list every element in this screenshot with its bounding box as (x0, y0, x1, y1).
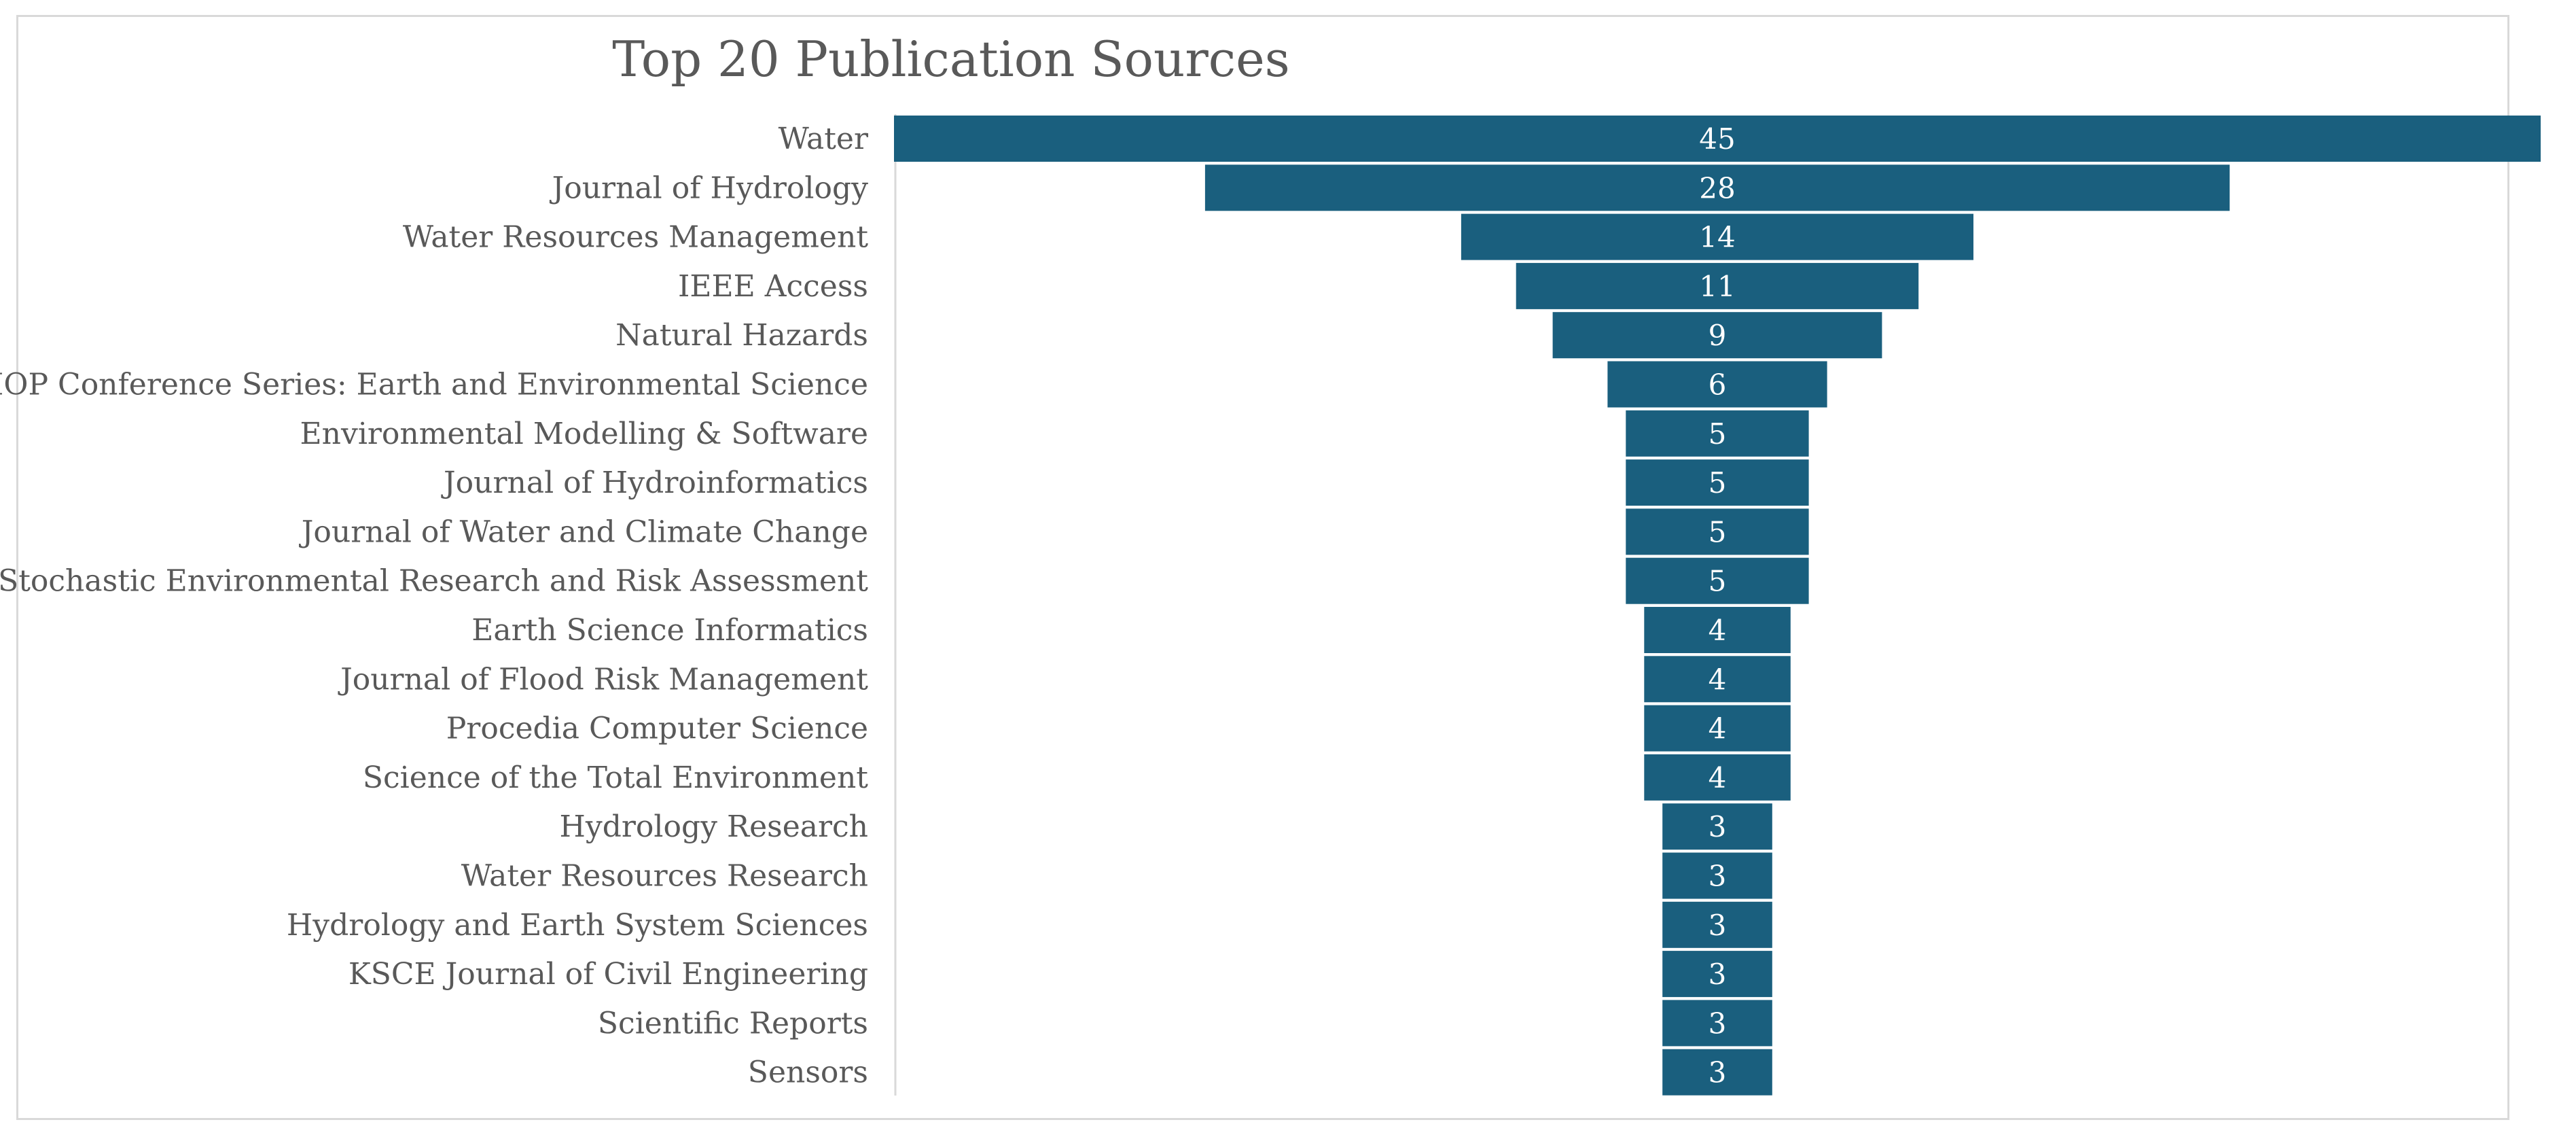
category-label-15: Hydrology Research (559, 809, 868, 844)
category-label-19: Scientific Reports (598, 1006, 868, 1040)
funnel-bar-12 (1644, 656, 1791, 703)
value-label-2: 28 (1699, 171, 1735, 205)
value-label-3: 14 (1699, 221, 1735, 254)
category-label-12: Journal of Flood Risk Management (338, 662, 868, 697)
funnel-bar-4 (1516, 262, 1919, 309)
funnel-bar-9 (1626, 508, 1809, 555)
funnel-bar-14 (1644, 754, 1791, 801)
value-label-10: 5 (1709, 565, 1727, 598)
funnel-bar-3 (1461, 213, 1973, 260)
category-label-11: Earth Science Informatics (471, 613, 868, 648)
funnel-bar-17 (1662, 901, 1772, 948)
funnel-bar-7 (1626, 410, 1809, 457)
value-label-12: 4 (1709, 663, 1727, 696)
value-label-9: 5 (1709, 515, 1727, 548)
category-label-10: Stochastic Environmental Research and Ri… (0, 564, 868, 599)
category-label-2: Journal of Hydrology (550, 171, 869, 205)
value-label-4: 11 (1699, 270, 1735, 303)
category-label-16: Water Resources Research (461, 859, 868, 894)
funnel-bar-11 (1644, 607, 1791, 653)
value-label-14: 4 (1709, 761, 1727, 794)
category-labels-group: Water Journal of Hydrology Water Resources… (0, 122, 869, 1090)
value-label-16: 3 (1709, 860, 1727, 893)
category-label-13: Procedia Computer Science (446, 712, 868, 746)
category-label-14: Science of the Total Environment (363, 760, 868, 795)
value-label-20: 3 (1709, 1056, 1727, 1089)
funnel-bar-20 (1662, 1049, 1772, 1096)
funnel-bar-18 (1662, 951, 1772, 998)
category-label-18: KSCE Journal of Civil Engineering (348, 957, 868, 992)
category-label-5: Natural Hazards (615, 318, 868, 353)
category-label-9: Journal of Water and Climate Change (299, 514, 868, 549)
value-labels-group: 45 28 14 11 9 6 5 5 5 5 4 4 4 4 3 3 3 3 3 3 (1699, 122, 1735, 1089)
funnel-bar-19 (1662, 1000, 1772, 1047)
value-label-6: 6 (1709, 368, 1727, 402)
value-label-1: 45 (1699, 122, 1735, 156)
funnel-bar-10 (1626, 557, 1809, 604)
chart-title: Top 20 Publication Sources (612, 31, 1290, 88)
value-label-8: 5 (1709, 466, 1727, 500)
category-label-3: Water Resources Management (403, 220, 868, 255)
funnel-bar-8 (1626, 459, 1809, 506)
value-label-5: 9 (1709, 319, 1727, 352)
value-label-7: 5 (1709, 417, 1727, 451)
category-label-7: Environmental Modelling & Software (300, 417, 869, 451)
value-label-13: 4 (1709, 712, 1727, 746)
category-label-6: IOP Conference Series: Earth and Environ… (0, 368, 868, 402)
category-label-4: IEEE Access (678, 269, 868, 304)
funnel-bar-13 (1644, 705, 1791, 752)
funnel-bar-6 (1607, 361, 1827, 408)
funnel-bar-2 (1204, 164, 2230, 211)
category-label-20: Sensors (748, 1055, 868, 1090)
value-label-19: 3 (1709, 1007, 1727, 1040)
bars-group (894, 116, 2541, 1096)
category-label-8: Journal of Hydroinformatics (441, 466, 868, 500)
funnel-bar-15 (1662, 803, 1772, 850)
funnel-bar-16 (1662, 852, 1772, 899)
category-label-1: Water (779, 122, 869, 156)
value-label-17: 3 (1709, 909, 1727, 942)
funnel-bar-5 (1552, 312, 1882, 359)
category-label-17: Hydrology and Earth System Sciences (287, 908, 868, 943)
value-label-15: 3 (1709, 810, 1727, 843)
value-label-18: 3 (1709, 958, 1727, 991)
value-label-11: 4 (1709, 614, 1727, 647)
funnel-bar-1 (894, 116, 2541, 162)
